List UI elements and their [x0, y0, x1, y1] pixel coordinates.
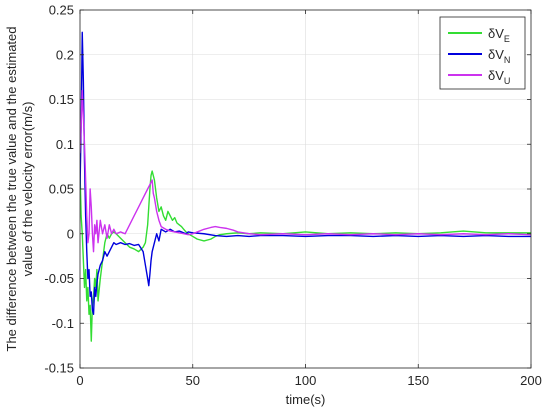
y-axis-label: The difference between the true value an…	[4, 27, 35, 352]
y-tick-label: -0.05	[44, 271, 74, 286]
x-tick-label: 100	[295, 373, 317, 388]
legend-label-U: δVU	[488, 68, 510, 86]
axes: 0 50 100 150 200 -0.15 -0.1 -0.05 0 0.05 0.1 0.15 0.…	[44, 3, 541, 389]
y-tick-label: 0.05	[49, 182, 74, 197]
x-tick-label: 200	[520, 373, 542, 388]
series-line-U	[80, 89, 531, 253]
legend-label-N: δVN	[488, 47, 510, 65]
series-line-E	[80, 170, 531, 342]
legend-label-E: δVE	[488, 26, 510, 44]
y-tick-label: 0.25	[49, 3, 74, 18]
y-axis-label-line-2: value of the velocity error(m/s)	[20, 102, 35, 277]
series-line-N	[80, 31, 531, 315]
x-tick-label: 150	[407, 373, 429, 388]
y-tick-label: -0.1	[52, 316, 74, 331]
y-axis-label-line-1: The difference between the true value an…	[4, 27, 19, 352]
x-tick-label: 0	[76, 373, 83, 388]
x-axis-label: time(s)	[286, 392, 326, 407]
x-tick-label: 50	[186, 373, 200, 388]
y-tick-label: -0.15	[44, 361, 74, 376]
y-tick-label: 0.1	[56, 137, 74, 152]
legend: δVE δVN δVU	[439, 16, 526, 90]
series-lines	[80, 31, 531, 342]
y-tick-label: 0	[67, 226, 74, 241]
y-tick-label: 0.2	[56, 47, 74, 62]
y-tick-label: 0.15	[49, 92, 74, 107]
